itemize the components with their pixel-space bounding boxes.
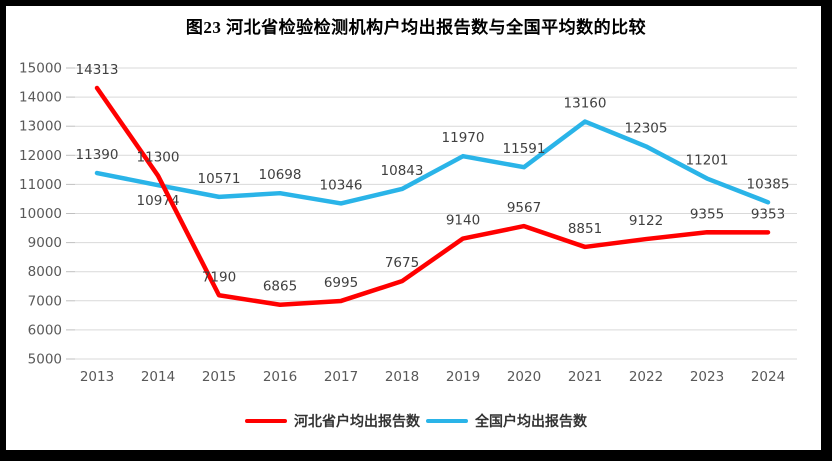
svg-text:2016: 2016	[263, 369, 297, 385]
svg-text:2018: 2018	[385, 369, 419, 385]
legend-item-national: 全国户均出报告数	[426, 411, 587, 431]
legend-label-national: 全国户均出报告数	[475, 414, 587, 430]
svg-text:13000: 13000	[19, 119, 62, 135]
svg-text:2013: 2013	[80, 369, 114, 385]
svg-text:9353: 9353	[751, 206, 785, 222]
svg-text:11390: 11390	[76, 147, 119, 163]
svg-text:11000: 11000	[19, 177, 62, 193]
svg-text:10385: 10385	[747, 176, 790, 192]
svg-text:7000: 7000	[28, 293, 62, 309]
chart-title: 图23 河北省检验检测机构户均出报告数与全国平均数的比较	[185, 18, 647, 37]
svg-text:10000: 10000	[19, 206, 62, 222]
svg-text:6995: 6995	[324, 275, 358, 291]
svg-text:11591: 11591	[503, 141, 546, 157]
svg-text:5000: 5000	[28, 352, 62, 368]
svg-text:13160: 13160	[564, 96, 607, 112]
svg-text:10571: 10571	[198, 171, 241, 187]
svg-text:8000: 8000	[28, 264, 62, 280]
svg-text:11300: 11300	[137, 150, 180, 166]
svg-text:10698: 10698	[259, 167, 302, 183]
svg-text:2020: 2020	[507, 369, 541, 385]
svg-text:15000: 15000	[19, 61, 62, 77]
svg-text:9122: 9122	[629, 213, 663, 229]
svg-text:2019: 2019	[446, 369, 480, 385]
svg-text:9000: 9000	[28, 235, 62, 251]
svg-text:2014: 2014	[141, 369, 175, 385]
svg-text:14313: 14313	[76, 62, 119, 78]
svg-text:9140: 9140	[446, 213, 480, 229]
svg-text:2024: 2024	[751, 369, 785, 385]
legend-marker-hebei-line	[245, 418, 287, 424]
svg-text:2017: 2017	[324, 369, 358, 385]
svg-text:14000: 14000	[19, 90, 62, 106]
chart-legend: 河北省户均出报告数 全国户均出报告数	[0, 411, 832, 431]
svg-text:2022: 2022	[629, 369, 663, 385]
svg-text:12305: 12305	[625, 120, 668, 136]
svg-text:2021: 2021	[568, 369, 602, 385]
svg-text:6865: 6865	[263, 279, 297, 295]
svg-text:7675: 7675	[385, 255, 419, 271]
svg-text:6000: 6000	[28, 322, 62, 338]
svg-text:11201: 11201	[686, 153, 729, 169]
svg-text:2023: 2023	[690, 369, 724, 385]
svg-text:9355: 9355	[690, 206, 724, 222]
legend-label-hebei: 河北省户均出报告数	[294, 414, 420, 430]
chart-canvas	[6, 6, 821, 450]
svg-text:9567: 9567	[507, 200, 541, 216]
svg-text:7190: 7190	[202, 269, 236, 285]
legend-marker-national-line	[426, 418, 468, 424]
svg-text:10843: 10843	[381, 163, 424, 179]
svg-text:11970: 11970	[442, 130, 485, 146]
legend-item-hebei: 河北省户均出报告数	[245, 411, 420, 431]
svg-text:2015: 2015	[202, 369, 236, 385]
svg-text:8851: 8851	[568, 221, 602, 237]
svg-text:10346: 10346	[320, 177, 363, 193]
svg-text:12000: 12000	[19, 148, 62, 164]
